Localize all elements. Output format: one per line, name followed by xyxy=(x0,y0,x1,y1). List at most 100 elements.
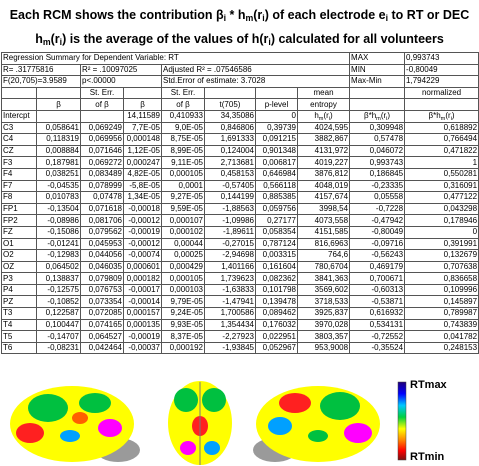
data-row: T6 -0,08231 0,042464 -0,00037 0,000192 -1,938… xyxy=(1,341,479,355)
data-cell: 0,038251 xyxy=(36,167,81,181)
header-cell: of β xyxy=(161,98,205,111)
row-label: FP1 xyxy=(1,202,37,216)
data-cell: 0,079809 xyxy=(80,272,124,285)
data-row: OZ 0,064502 0,046035 0,000601 0,000429 1,4011… xyxy=(1,260,479,274)
subscript: m xyxy=(42,37,51,47)
summary-cell: Std.Error of estimate: 3.7028 xyxy=(160,75,351,88)
data-cell: 9,93E-05 xyxy=(161,318,205,332)
subscript: i xyxy=(385,13,389,23)
data-cell: 0,072085 xyxy=(80,307,124,320)
data-cell: -1,89611 xyxy=(204,225,256,239)
summary-cell: MIN xyxy=(349,63,406,77)
header-cell xyxy=(349,86,406,100)
header-cell xyxy=(1,86,37,100)
data-cell: 0,132679 xyxy=(404,249,479,262)
data-cell: 0,000247 xyxy=(123,156,162,169)
data-cell: 0,707638 xyxy=(404,260,479,274)
data-cell: 2,713681 xyxy=(204,156,256,169)
data-cell: 1,739623 xyxy=(204,272,256,285)
data-cell: -0,15086 xyxy=(36,225,81,239)
data-cell: 0,003315 xyxy=(255,249,298,262)
header-cell: St. Err. xyxy=(161,86,205,100)
data-cell: 9,11E-05 xyxy=(161,156,205,169)
color-bar-max: RTmax xyxy=(410,379,448,391)
data-cell: 9,27E-05 xyxy=(161,191,205,204)
data-cell: 0,616932 xyxy=(349,307,406,320)
data-row: T5 -0,14707 0,064527 -0,00019 8,37E-05 -2,279… xyxy=(1,330,479,343)
data-cell: 0,081706 xyxy=(80,214,124,227)
data-cell: 0,766494 xyxy=(404,133,479,146)
data-cell: -0,00037 xyxy=(123,341,162,355)
data-cell: 1,354434 xyxy=(204,318,256,332)
data-cell: 3882,867 xyxy=(296,133,351,146)
brain-left-view xyxy=(10,386,140,462)
data-cell: -0,00012 xyxy=(123,237,162,251)
row-label: F7 xyxy=(1,179,37,193)
header-cell: 34,35086 xyxy=(204,109,256,123)
data-cell: -1,93845 xyxy=(204,341,256,355)
subscript: i xyxy=(386,116,388,123)
data-cell: 953,9008 xyxy=(296,341,351,355)
data-cell: 0,000192 xyxy=(161,341,205,355)
subscript: m xyxy=(318,116,324,123)
data-cell: 0,058641 xyxy=(36,121,81,135)
header-cell: normalized xyxy=(404,86,479,100)
summary-cell: Regression Summary for Dependent Variabl… xyxy=(0,52,351,65)
data-cell: 1,691333 xyxy=(204,133,256,146)
data-row: FZ -0,15086 0,079562 -0,00019 0,000102 -1,896… xyxy=(1,225,479,239)
summary-cell: Adjusted R² = .07546586 xyxy=(160,63,351,77)
data-cell: 0,566118 xyxy=(255,179,298,193)
data-cell: 0,000102 xyxy=(161,225,205,239)
data-cell: 0,139478 xyxy=(255,295,298,309)
data-cell: 0,069249 xyxy=(80,121,124,135)
data-cell: 0,178946 xyxy=(404,214,479,227)
data-cell: 0,458153 xyxy=(204,167,256,181)
data-cell: 3569,602 xyxy=(296,283,351,297)
text: * h xyxy=(226,8,246,22)
row-label: P4 xyxy=(1,283,37,297)
row-label: C3 xyxy=(1,121,37,135)
data-cell: 0,022951 xyxy=(255,330,298,343)
data-cell: 0,901348 xyxy=(255,144,298,158)
data-cell: 3803,357 xyxy=(296,330,351,343)
data-cell: 0,076753 xyxy=(80,283,124,297)
text: to RT or DEC xyxy=(388,8,470,22)
data-row: F7 -0,04535 0,078999 -5,8E-05 0,0001 -0,57405… xyxy=(1,179,479,193)
data-cell: 0,471822 xyxy=(404,144,479,158)
data-row: FP2 -0,08986 0,081706 -0,00012 0,000107 -1,09… xyxy=(1,214,479,227)
data-cell: 0,089462 xyxy=(255,307,298,320)
text: ) calculated for all volunteers xyxy=(270,32,444,46)
data-cell: 9,24E-05 xyxy=(161,307,205,320)
summary-row: F(20,705)=3.9589 p<.00000 Std.Error of est… xyxy=(1,75,479,88)
text: ) xyxy=(451,111,455,121)
row-label: P3 xyxy=(1,272,37,285)
subscript: i xyxy=(59,37,63,47)
data-cell: 0,064502 xyxy=(36,260,81,274)
summary-cell: R= .31775816 xyxy=(1,63,81,77)
data-cell: -0,80049 xyxy=(349,225,406,239)
subscript: m xyxy=(376,116,381,123)
data-cell: -2,27923 xyxy=(204,330,256,343)
data-cell: 0,000148 xyxy=(123,133,162,146)
data-cell: 7,7E-05 xyxy=(123,121,162,135)
subscript: i xyxy=(223,13,227,23)
data-cell: 0,000105 xyxy=(161,167,205,181)
header-cell: 14,11589 xyxy=(123,109,162,123)
data-row: C4 0,118319 0,069956 0,000148 8,75E-05 1,6913… xyxy=(1,133,479,146)
data-row: CZ 0,008884 0,071646 1,12E-05 8,99E-05 0,1240… xyxy=(1,144,479,158)
data-cell: -0,08986 xyxy=(36,214,81,227)
summary-cell: -0,80049 xyxy=(404,63,479,77)
data-cell: -0,10852 xyxy=(36,295,81,309)
row-label: T3 xyxy=(1,307,37,320)
data-cell: 0,069272 xyxy=(80,156,124,169)
header-cell: of β xyxy=(80,98,124,111)
data-cell: 8,37E-05 xyxy=(161,330,205,343)
data-cell: -0,00074 xyxy=(123,249,162,262)
data-cell: 4157,674 xyxy=(296,191,351,204)
data-cell: 0,101798 xyxy=(255,283,298,297)
data-cell: 8,99E-05 xyxy=(161,144,205,158)
data-cell: 0,05558 xyxy=(349,191,406,204)
text: (r xyxy=(380,111,387,121)
header-row: St. Err. St. Err. mean normalized xyxy=(1,86,479,100)
data-cell: 4131,972 xyxy=(296,144,351,158)
